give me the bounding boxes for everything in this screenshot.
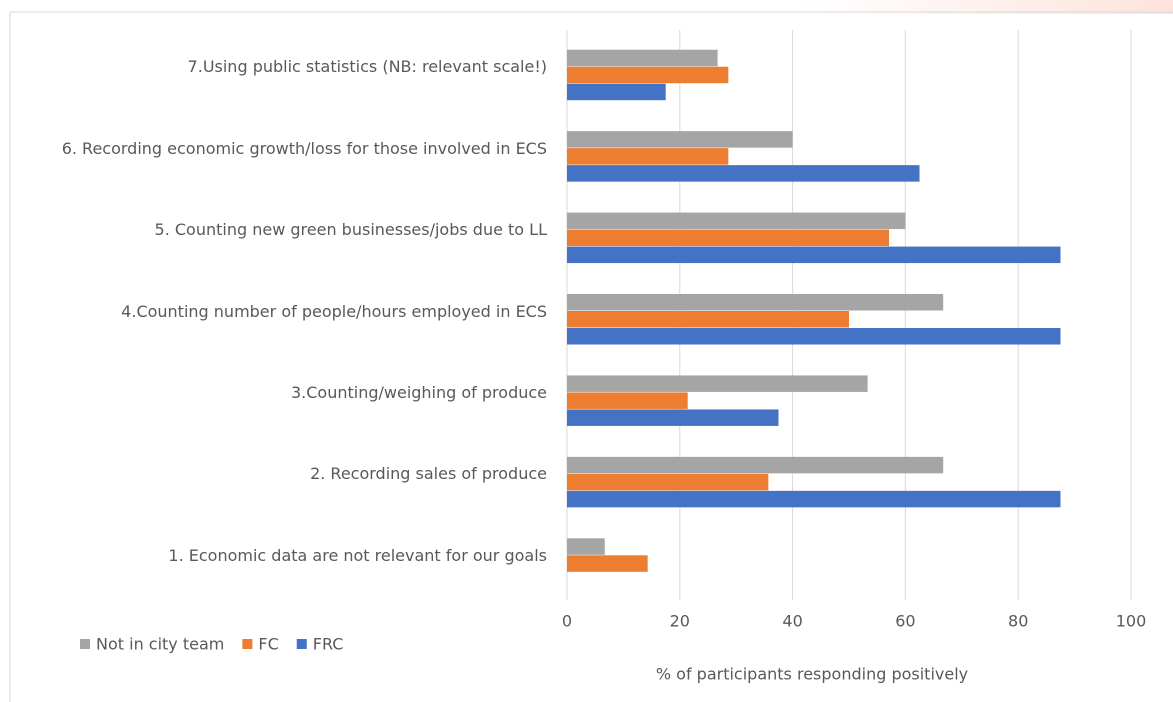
bar [567, 83, 666, 101]
bar [567, 490, 1061, 508]
bar [567, 375, 868, 392]
bar [567, 229, 890, 247]
bar [567, 246, 1061, 264]
bar [567, 555, 648, 572]
y-tick-label: 2. Recording sales of produce [310, 464, 547, 484]
bar [567, 148, 729, 165]
bar [567, 538, 605, 555]
y-tick-label: 4.Counting number of people/hours employ… [121, 301, 547, 321]
bar [567, 212, 906, 230]
bar [567, 392, 688, 409]
y-tick-label: 6. Recording economic growth/loss for th… [61, 138, 547, 158]
bar [567, 311, 849, 328]
bar [567, 131, 793, 148]
y-tick-label: 5. Counting new green businesses/jobs du… [154, 220, 547, 240]
x-axis-label: % of participants responding positively [656, 665, 968, 684]
bar [567, 294, 944, 311]
bar [567, 473, 769, 491]
bar [567, 49, 718, 67]
x-tick-label: 80 [1008, 612, 1028, 631]
x-tick-label: 60 [895, 612, 915, 631]
legend-swatch [242, 639, 253, 649]
bar [567, 165, 920, 182]
legend-swatch [80, 639, 90, 649]
x-tick-label: 0 [562, 612, 572, 631]
bar [567, 66, 729, 84]
legend-label: FRC [313, 635, 344, 654]
x-tick-label: 20 [670, 612, 690, 631]
legend-swatch [296, 639, 307, 649]
decoration [800, 0, 1173, 14]
bar [567, 409, 779, 426]
legend-label: Not in city team [96, 635, 224, 654]
legend-label: FC [258, 635, 278, 654]
bar [567, 328, 1061, 345]
y-tick-label: 7.Using public statistics (NB: relevant … [187, 57, 547, 77]
y-tick-label: 3.Counting/weighing of produce [290, 382, 547, 402]
y-tick-label: 1. Economic data are not relevant for ou… [168, 545, 547, 565]
bar [567, 456, 944, 474]
x-tick-label: 40 [782, 612, 802, 631]
x-tick-label: 100 [1116, 612, 1147, 631]
